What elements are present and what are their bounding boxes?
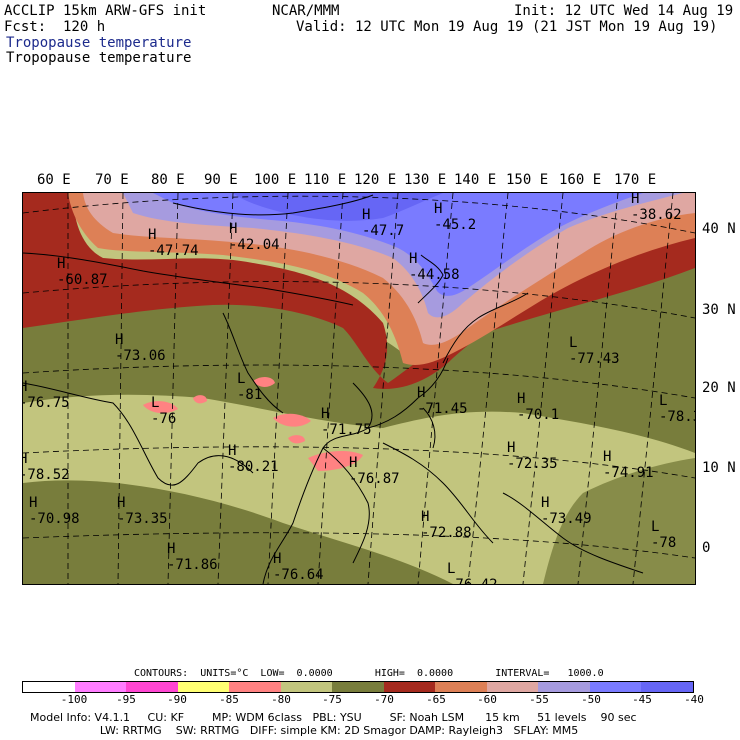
color-bar-label: -90 [167, 693, 187, 706]
pressure-center-label: H -60.87 [57, 256, 108, 288]
pressure-center-label: H -76.64 [273, 551, 324, 583]
color-swatch [177, 682, 230, 692]
lon-label: 90 E [204, 172, 238, 188]
field-title-contour: Tropopause temperature [6, 50, 192, 66]
color-bar-label: -85 [219, 693, 239, 706]
pressure-center-label: L-78.3 [659, 393, 695, 425]
pressure-center-label: L -76.42 [447, 561, 498, 585]
pressure-center-label: H -73.35 [117, 495, 168, 527]
lon-label: 110 E [304, 172, 347, 188]
lon-label: 140 E [454, 172, 497, 188]
color-bar-label: -80 [271, 693, 291, 706]
color-swatch [74, 682, 127, 692]
pressure-center-label: H -44.58 [409, 251, 460, 283]
lat-label: 0 [702, 540, 711, 556]
model-title: ACCLIP 15km ARW-GFS init [4, 3, 207, 19]
lat-label: 20 N [702, 380, 736, 396]
lon-label: 80 E [151, 172, 185, 188]
color-swatch [126, 682, 178, 692]
pressure-center-label: H -76.87 [349, 455, 400, 487]
pressure-center-label: L -77.43 [569, 335, 620, 367]
lat-label: 30 N [702, 302, 736, 318]
lon-label: 160 E [559, 172, 602, 188]
lat-label: 40 N [702, 221, 736, 237]
color-bar-label: -100 [60, 693, 88, 706]
shaded-field [23, 193, 695, 584]
pressure-center-label: H -71.75 [321, 406, 372, 438]
color-bar [22, 681, 694, 693]
pressure-center-label: H -72.35 [507, 440, 558, 472]
color-bar-label: -40 [684, 693, 704, 706]
color-bar-label: -45 [632, 693, 652, 706]
color-swatch [641, 682, 693, 692]
color-swatch [229, 682, 281, 692]
pressure-center-label: H -70.1 [517, 391, 560, 423]
model-info-line-2: LW: RRTMG SW: RRTMG DIFF: simple KM: 2D … [30, 724, 579, 737]
pressure-center-label: H -47.7 [362, 207, 405, 239]
pressure-center-label: H -73.49 [541, 495, 592, 527]
color-swatch [383, 682, 436, 692]
pressure-center-label: H -71.86 [167, 541, 218, 573]
lon-label: 150 E [506, 172, 549, 188]
pressure-center-label: H-78.52 [22, 451, 70, 483]
pressure-center-label: H -72.88 [421, 509, 472, 541]
pressure-center-label: L -76 [151, 395, 177, 427]
organization: NCAR/MMM [272, 3, 340, 19]
pressure-center-label: H -42.04 [229, 221, 280, 253]
lon-label: 120 E [354, 172, 397, 188]
init-time: Init: 12 UTC Wed 14 Aug 19 [514, 3, 734, 19]
pressure-center-label: H -74.91 [603, 449, 654, 481]
color-swatch [23, 682, 75, 692]
color-swatch [486, 682, 539, 692]
color-bar-label: -95 [116, 693, 136, 706]
forecast-hour: Fcst: 120 h [4, 19, 106, 35]
contour-info: CONTOURS: UNITS=°C LOW= 0.0000 HIGH= 0.0… [134, 668, 604, 679]
pressure-center-label: H -73.06 [115, 332, 166, 364]
color-swatch [589, 682, 642, 692]
tropopause-temperature-map: H -47.74 H -42.04 H -47.7 H -45.2 H -38.62 H-… [22, 192, 696, 585]
lon-label: 60 E [37, 172, 71, 188]
color-bar-label: -50 [581, 693, 601, 706]
lon-label: 100 E [254, 172, 297, 188]
pressure-center-label: L -81 [237, 371, 263, 403]
pressure-center-label: H -80.21 [228, 443, 279, 475]
color-swatch [538, 682, 590, 692]
pressure-center-label: H-76.75 [22, 379, 70, 411]
color-bar-label: -60 [477, 693, 497, 706]
lon-label: 170 E [614, 172, 657, 188]
pressure-center-label: H -71.45 [417, 385, 468, 417]
pressure-center-label: H -45.2 [434, 201, 477, 233]
lon-label: 130 E [404, 172, 447, 188]
model-info-line-1: Model Info: V4.1.1 CU: KF MP: WDM 6class… [30, 711, 637, 724]
color-bar-label: -70 [374, 693, 394, 706]
color-bar-label: -55 [529, 693, 549, 706]
field-title-shaded: Tropopause temperature [6, 35, 192, 51]
color-bar-label: -65 [426, 693, 446, 706]
valid-time: Valid: 12 UTC Mon 19 Aug 19 (21 JST Mon … [296, 19, 718, 35]
pressure-center-label: H -47.74 [148, 227, 199, 259]
pressure-center-label: L -78 [651, 519, 677, 551]
pressure-center-label: H -38.62 [631, 192, 682, 223]
lat-label: 10 N [702, 460, 736, 476]
color-swatch [435, 682, 487, 692]
color-swatch [332, 682, 384, 692]
lon-label: 70 E [95, 172, 129, 188]
color-bar-label: -75 [322, 693, 342, 706]
color-swatch [280, 682, 333, 692]
pressure-center-label: H -70.98 [29, 495, 80, 527]
